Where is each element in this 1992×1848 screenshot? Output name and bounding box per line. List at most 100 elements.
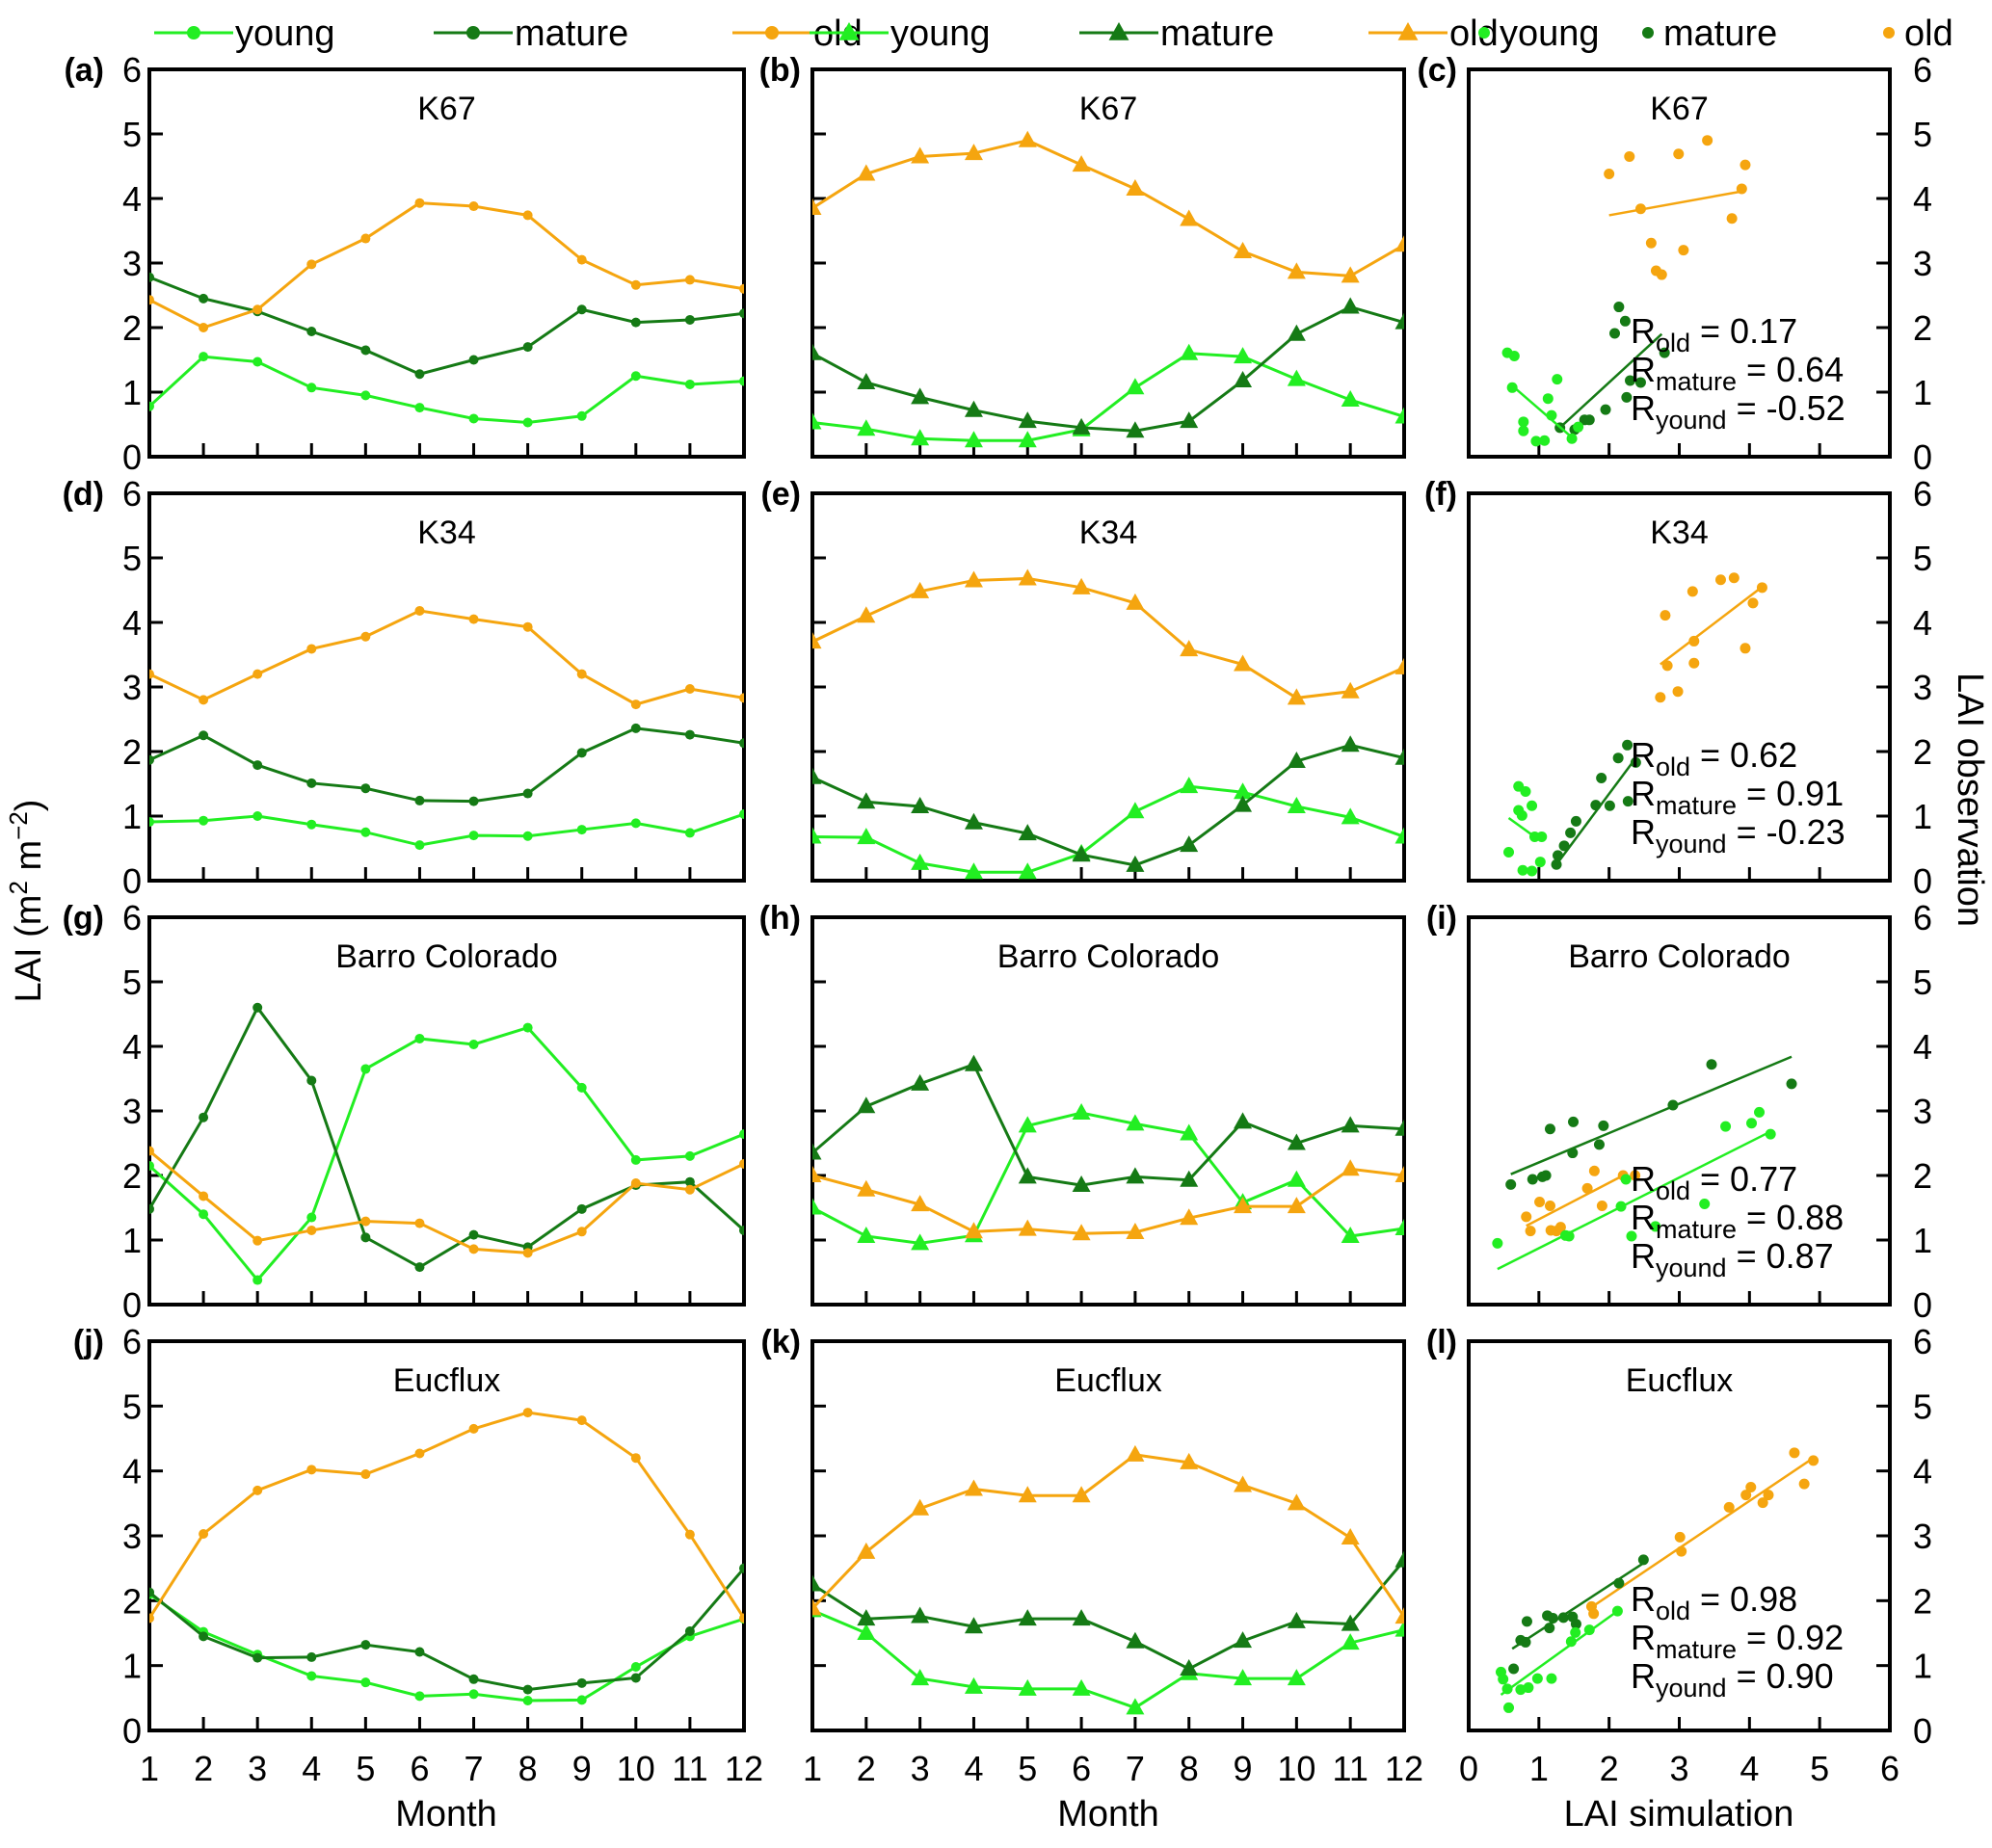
data-point-old	[1581, 1182, 1593, 1194]
fit-line-old	[1660, 586, 1764, 666]
data-point-old	[964, 1222, 983, 1239]
panel-b: (b) K67	[759, 52, 1406, 459]
data-point-young	[1546, 1673, 1557, 1684]
data-layer	[812, 130, 1404, 448]
legend-label-mature: mature	[1160, 13, 1274, 54]
plot-frame	[810, 915, 1406, 1307]
panel-title: K34	[1650, 515, 1709, 551]
y-tick-label: 6	[122, 50, 142, 90]
data-point-old	[1630, 1170, 1641, 1181]
data-point-mature	[414, 1647, 425, 1657]
data-point-old	[252, 1235, 263, 1246]
data-point-old	[1126, 593, 1145, 610]
series-line-old	[812, 139, 1404, 277]
data-point-young	[522, 831, 533, 841]
y-tick-label: 5	[122, 963, 142, 1002]
data-point-mature	[1018, 1167, 1037, 1184]
data-point-old	[911, 1195, 930, 1212]
data-point-mature	[812, 343, 822, 360]
data-point-mature	[1659, 347, 1670, 358]
y-tick-label: 5	[1913, 1386, 1932, 1426]
data-point-old	[1521, 1211, 1532, 1223]
data-point-young	[1126, 1114, 1145, 1131]
panel-d: (d) K34 0 1 2 3 4 5 6	[63, 474, 746, 901]
legend-marker-young	[838, 22, 860, 40]
y-tick-label: 1	[122, 797, 142, 836]
legends: young mature old young mature old young mature o…	[154, 13, 1953, 54]
series-line-young	[149, 1025, 744, 1282]
legend-label-mature: mature	[515, 13, 628, 54]
data-point-young	[1518, 425, 1529, 436]
data-point-mature	[149, 754, 154, 765]
data-point-mature	[812, 1143, 822, 1160]
data-point-young	[857, 828, 876, 845]
data-point-young	[1531, 1673, 1543, 1684]
data-point-mature	[1287, 1611, 1306, 1628]
data-point-old	[1534, 1196, 1546, 1207]
x-tick-label: 1	[140, 1749, 159, 1788]
y-tick-label: 5	[122, 115, 142, 154]
y-tick-label: 0	[1913, 1285, 1932, 1325]
y-tick-label: 3	[1913, 1092, 1932, 1131]
data-point-mature	[1634, 377, 1646, 388]
data-point-old	[306, 644, 317, 654]
data-point-old	[1661, 660, 1673, 672]
data-point-old	[1234, 654, 1253, 672]
legend-marker-young	[1478, 27, 1490, 39]
legend-marker-mature	[1108, 22, 1129, 40]
data-point-old	[1018, 130, 1037, 147]
data-point-young	[1518, 416, 1529, 428]
panel-title: K34	[417, 515, 476, 551]
data-point-mature	[684, 729, 695, 740]
data-point-young	[199, 815, 209, 826]
data-point-young	[964, 862, 983, 880]
y-tick-label: 0	[122, 437, 142, 477]
x-tick-label: 6	[1072, 1749, 1091, 1788]
data-point-mature	[1786, 1078, 1797, 1090]
data-point-mature	[812, 1574, 822, 1592]
data-point-old	[812, 632, 822, 649]
data-point-old	[1660, 610, 1671, 621]
x-tick-label: 2	[857, 1749, 876, 1788]
r-value-mature: Rmature = 0.92	[1631, 1618, 1844, 1664]
data-point-mature	[1341, 1116, 1360, 1133]
data-point-mature	[468, 796, 479, 806]
data-point-old	[857, 1542, 876, 1559]
data-point-mature	[739, 308, 744, 319]
data-point-mature	[1126, 1631, 1145, 1649]
panel-letter: (l)	[1426, 1324, 1457, 1360]
plot-frame	[147, 491, 746, 883]
data-point-young	[812, 827, 822, 844]
data-point-old	[1596, 1200, 1607, 1211]
data-point-mature	[1536, 1171, 1548, 1182]
data-point-mature	[149, 1587, 154, 1597]
data-point-young	[911, 1669, 930, 1686]
data-point-mature	[911, 1606, 930, 1624]
plot-frame	[147, 915, 746, 1307]
data-point-young	[857, 1624, 876, 1640]
series-line-young	[812, 1609, 1404, 1710]
data-point-young	[1341, 390, 1360, 408]
data-point-old	[199, 1191, 209, 1201]
fit-line-old	[1526, 1174, 1624, 1228]
plot-frame	[810, 491, 1406, 883]
data-point-mature	[306, 1075, 317, 1086]
legend-label-mature: mature	[1663, 13, 1777, 54]
y-tick-label: 2	[1913, 308, 1932, 348]
data-point-old	[1234, 1475, 1253, 1492]
x-tick-label: 5	[356, 1749, 375, 1788]
panel-title: K67	[1079, 91, 1138, 127]
data-point-young	[1699, 1198, 1711, 1209]
data-point-mature	[468, 1674, 479, 1684]
data-point-mature	[1341, 1614, 1360, 1631]
r-value-mature: Rmature = 0.91	[1631, 774, 1844, 820]
r-value-young: Ryound = -0.52	[1631, 388, 1846, 435]
data-point-old	[1655, 692, 1666, 703]
data-point-mature	[1394, 748, 1404, 765]
data-point-old	[857, 164, 876, 181]
data-point-old	[1714, 574, 1726, 586]
data-point-young	[360, 827, 371, 837]
data-point-mature	[1604, 800, 1615, 811]
legend-3: young mature old	[1478, 13, 1953, 54]
data-point-old	[1072, 155, 1091, 172]
